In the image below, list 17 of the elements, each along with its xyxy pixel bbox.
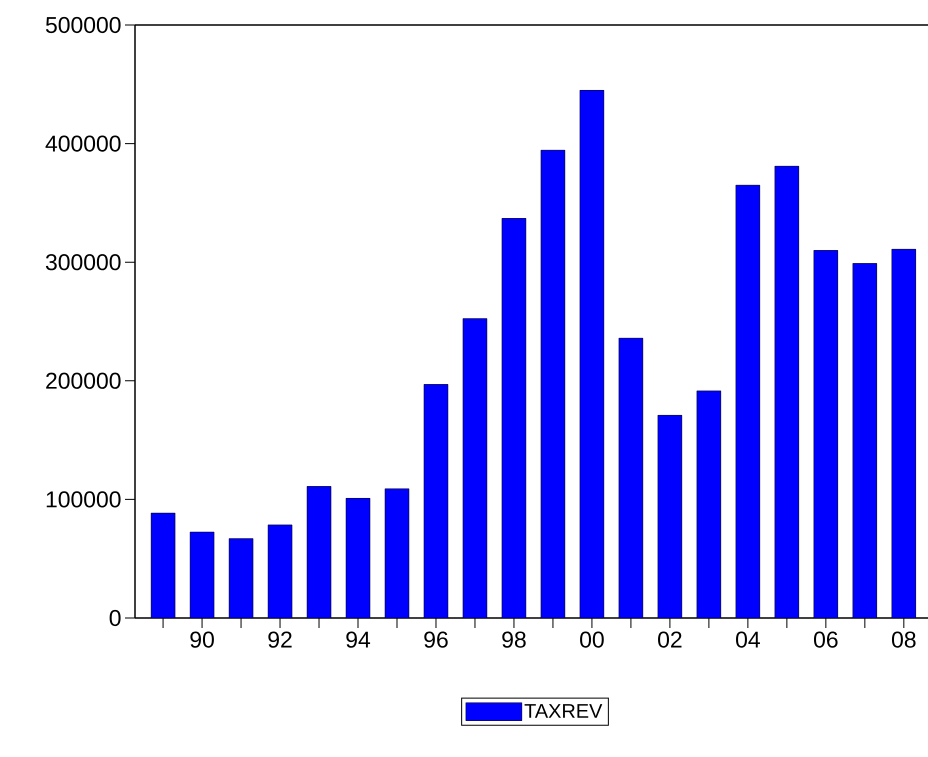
x-tick-label: 08 xyxy=(892,632,916,648)
y-tick-label: 500000 xyxy=(46,16,121,34)
y-tick-label: 100000 xyxy=(46,491,121,508)
x-tick-label: 96 xyxy=(424,632,448,648)
legend-label: TAXREV xyxy=(524,704,602,718)
y-tick-label: 0 xyxy=(110,610,121,626)
y-tick-label: 200000 xyxy=(46,372,121,389)
x-tick-label: 94 xyxy=(346,632,370,648)
x-tick-label: 98 xyxy=(502,632,526,648)
x-tick-label: 92 xyxy=(268,632,292,648)
x-tick-label: 90 xyxy=(190,632,214,648)
x-tick-label: 00 xyxy=(580,632,604,648)
x-tick-label: 02 xyxy=(658,632,682,648)
y-tick-label: 400000 xyxy=(46,135,121,152)
y-tick-label: 300000 xyxy=(46,254,121,270)
x-tick-label: 04 xyxy=(736,632,760,648)
x-tick-label: 06 xyxy=(814,632,838,648)
